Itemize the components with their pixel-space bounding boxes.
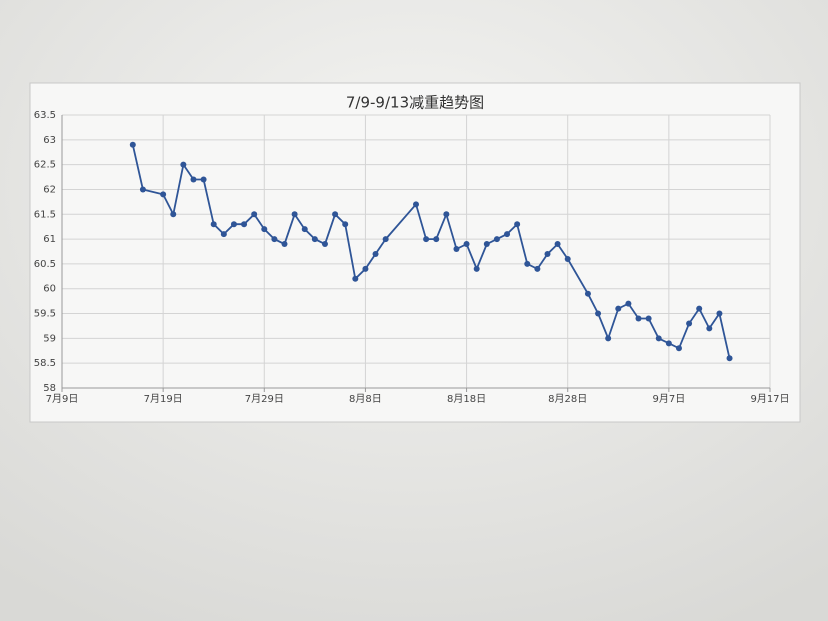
data-point [645,315,652,322]
x-tick-label: 9月17日 [750,393,789,405]
data-point [332,211,339,218]
data-point [584,290,591,297]
x-tick-label: 8月8日 [349,393,382,405]
data-point [321,241,328,248]
data-point [686,320,693,327]
data-point [726,355,733,362]
data-point [625,300,632,307]
y-tick-label: 61 [43,234,56,245]
data-point [605,335,612,342]
data-point [554,241,561,248]
data-point [382,236,389,243]
data-point [696,305,703,312]
data-point [504,231,511,238]
data-point [423,236,430,243]
y-tick-label: 63.5 [34,110,56,121]
y-tick-label: 60.5 [34,259,56,270]
chart-frame [29,82,801,423]
data-point [241,221,248,228]
data-point [443,211,450,218]
data-point [281,241,288,248]
data-point [220,231,227,238]
data-point [139,186,146,193]
data-point [544,250,551,257]
y-tick-label: 58 [43,383,56,394]
data-point [200,176,207,183]
data-point [635,315,642,322]
y-tick-label: 63 [43,135,56,146]
y-tick-label: 59.5 [34,309,56,320]
y-tick-label: 60 [43,284,56,295]
y-tick-label: 58.5 [34,358,56,369]
data-point [261,226,268,233]
x-tick-label: 8月28日 [548,393,587,405]
data-point [362,265,369,272]
y-tick-label: 62 [43,184,56,195]
data-point [291,211,298,218]
data-point [524,260,531,267]
data-point [564,255,571,262]
data-point [251,211,258,218]
y-tick-label: 62.5 [34,160,56,171]
data-point [453,246,460,253]
data-point [271,236,278,243]
x-tick-label: 7月29日 [245,393,284,405]
x-tick-label: 8月18日 [447,393,486,405]
data-point [180,161,187,168]
data-point [595,310,602,317]
data-point [413,201,419,208]
data-point [615,305,622,312]
data-point [675,345,682,352]
data-point [473,265,480,272]
data-point [129,141,136,148]
y-tick-label: 59 [43,333,56,344]
data-point [534,265,541,272]
data-point [301,226,308,233]
data-point [655,335,662,342]
data-point [311,236,318,243]
data-point [706,325,713,332]
data-point [190,176,197,183]
data-point [342,221,349,228]
data-point [433,236,440,243]
data-point [160,191,167,198]
x-tick-label: 9月7日 [652,393,685,405]
data-point [210,221,217,228]
x-tick-label: 7月19日 [144,393,183,405]
data-point [483,241,490,248]
data-point [170,211,177,218]
data-point [230,221,237,228]
data-point [493,236,500,243]
data-point [463,241,470,248]
data-point [352,275,359,282]
data-point [716,310,723,317]
x-tick-label: 7月9日 [46,393,79,405]
data-point [514,221,521,228]
y-tick-label: 61.5 [34,209,56,220]
data-point [665,340,672,347]
data-point [372,250,379,257]
chart-title: 7/9-9/13减重趋势图 [346,94,484,112]
